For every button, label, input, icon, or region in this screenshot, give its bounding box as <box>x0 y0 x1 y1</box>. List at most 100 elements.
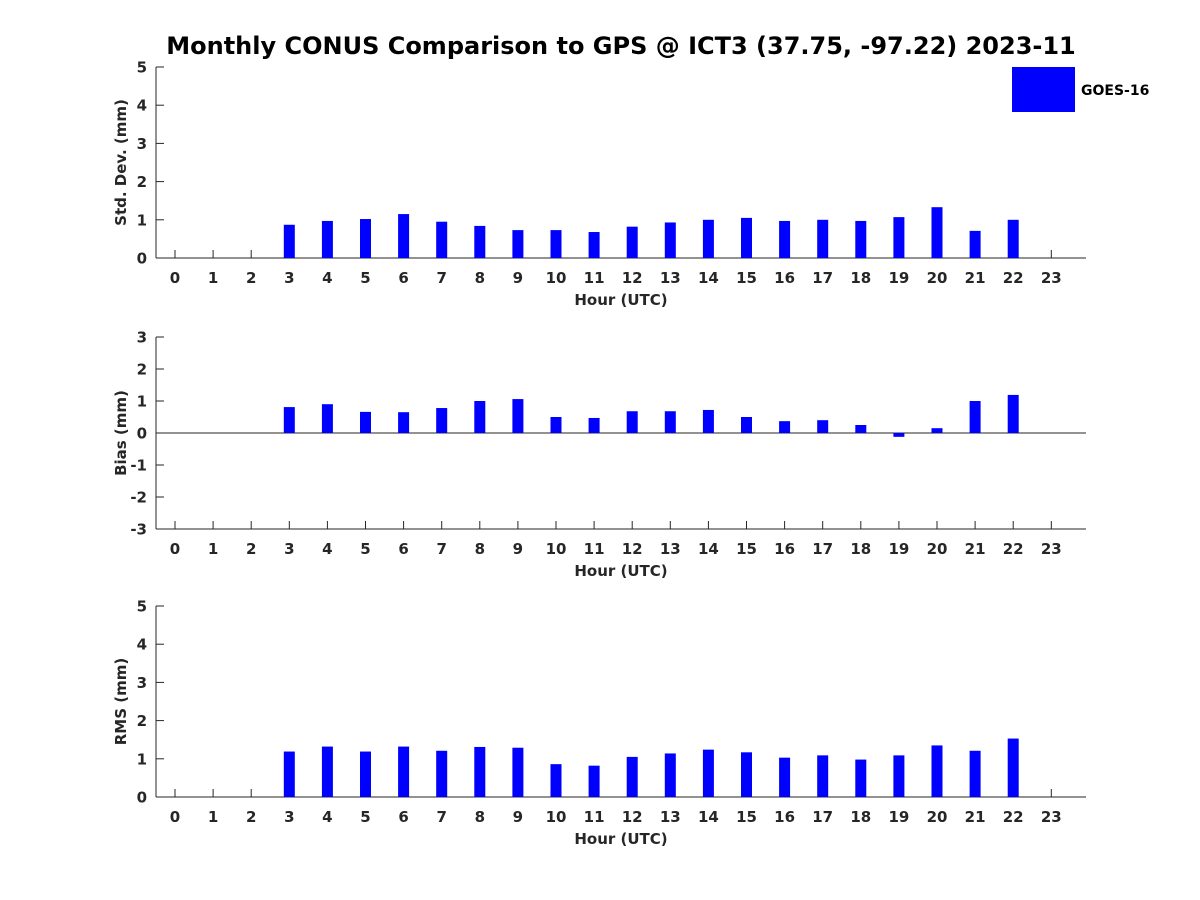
rms-bar-hour-20 <box>931 745 943 797</box>
bias-x-tick-label: 15 <box>736 540 757 558</box>
rms-x-tick-label: 0 <box>170 808 180 826</box>
bias-bar-hour-15 <box>741 417 752 433</box>
bias-x-tick-label: 0 <box>170 540 180 558</box>
rms-x-tick-label: 22 <box>1003 808 1024 826</box>
rms-y-axis-label: RMS (mm) <box>112 658 130 745</box>
std-dev-y-tick-label: 2 <box>137 173 147 191</box>
std-dev-x-tick-label: 1 <box>208 269 218 287</box>
rms-x-tick-label: 16 <box>774 808 795 826</box>
std-dev-bar-hour-10 <box>550 230 562 258</box>
bias-x-tick-label: 16 <box>774 540 795 558</box>
std-dev-x-tick-label: 12 <box>622 269 643 287</box>
std-dev-x-tick-label: 10 <box>546 269 567 287</box>
bias-y-tick-label: -1 <box>130 457 147 475</box>
std-dev-x-tick-label: 22 <box>1003 269 1024 287</box>
std-dev-x-tick-label: 18 <box>850 269 871 287</box>
rms-x-tick-label: 10 <box>546 808 567 826</box>
rms-y-tick-label: 2 <box>137 712 147 730</box>
bias-bar-hour-6 <box>398 412 410 433</box>
std-dev-x-tick-label: 8 <box>475 269 485 287</box>
rms-bar-hour-11 <box>588 765 600 797</box>
rms-x-tick-label: 21 <box>965 808 986 826</box>
rms-bar-hour-8 <box>474 746 486 797</box>
std-dev-x-tick-label: 5 <box>360 269 370 287</box>
bias-bar-hour-18 <box>855 425 867 433</box>
bias-x-tick-label: 17 <box>812 540 833 558</box>
rms-x-tick-label: 14 <box>698 808 719 826</box>
rms-y-tick-label: 0 <box>137 789 147 807</box>
rms-x-tick-label: 20 <box>927 808 948 826</box>
std-dev-x-tick-label: 16 <box>774 269 795 287</box>
bias-bar-hour-7 <box>436 408 448 433</box>
std-dev-x-tick-label: 11 <box>584 269 605 287</box>
rms-x-tick-label: 7 <box>436 808 446 826</box>
std-dev-x-tick-label: 6 <box>398 269 408 287</box>
std-dev-x-tick-label: 7 <box>436 269 446 287</box>
bias-x-tick-label: 21 <box>965 540 986 558</box>
legend-swatch-goes16 <box>1012 67 1075 112</box>
std-dev-y-tick-label: 0 <box>137 250 147 268</box>
rms-bar-hour-19 <box>893 755 905 797</box>
std-dev-bar-hour-11 <box>588 232 600 258</box>
std-dev-bar-hour-15 <box>741 217 752 258</box>
bias-bar-hour-8 <box>474 401 486 433</box>
rms-y-tick-label: 4 <box>137 636 147 654</box>
rms-bar-hour-15 <box>741 752 752 797</box>
std-dev-x-tick-label: 20 <box>927 269 948 287</box>
bias-x-tick-label: 20 <box>927 540 948 558</box>
std-dev-bar-hour-12 <box>626 226 638 258</box>
bias-bar-hour-4 <box>321 404 333 433</box>
bias-x-tick-label: 9 <box>513 540 523 558</box>
bias-bar-hour-22 <box>1007 394 1019 433</box>
legend-label: GOES-16 <box>1081 83 1149 99</box>
std-dev-x-tick-label: 21 <box>965 269 986 287</box>
bias-bar-hour-3 <box>283 407 295 433</box>
std-dev-bar-hour-13 <box>664 222 676 258</box>
bias-bar-hour-5 <box>360 411 371 433</box>
bias-x-tick-label: 4 <box>322 540 332 558</box>
rms-y-tick-label: 1 <box>137 750 147 768</box>
bias-bar-hour-9 <box>512 399 524 433</box>
rms-x-tick-label: 13 <box>660 808 681 826</box>
std-dev-x-tick-label: 17 <box>812 269 833 287</box>
std-dev-bar-hour-18 <box>855 220 867 258</box>
rms-bar-hour-14 <box>702 749 714 797</box>
bias-x-tick-label: 12 <box>622 540 643 558</box>
bias-bar-hour-19 <box>893 433 905 437</box>
std-dev-bar-hour-4 <box>321 220 333 258</box>
bias-x-axis-label: Hour (UTC) <box>574 562 667 580</box>
std-dev-bar-hour-14 <box>702 219 714 258</box>
bias-y-tick-label: -2 <box>130 489 147 507</box>
rms-bar-hour-16 <box>779 757 791 797</box>
std-dev-bar-hour-22 <box>1007 219 1019 258</box>
rms-x-tick-label: 3 <box>284 808 294 826</box>
rms-bar-hour-7 <box>436 750 448 797</box>
std-dev-y-axis-label: Std. Dev. (mm) <box>112 99 130 226</box>
rms-y-tick-label: 5 <box>137 598 147 616</box>
std-dev-x-tick-label: 19 <box>888 269 909 287</box>
rms-bar-hour-18 <box>855 759 867 797</box>
std-dev-bar-hour-5 <box>360 219 371 258</box>
rms-bar-hour-12 <box>626 756 638 797</box>
std-dev-x-axis-label: Hour (UTC) <box>574 291 667 309</box>
bias-x-tick-label: 1 <box>208 540 218 558</box>
rms-x-tick-label: 1 <box>208 808 218 826</box>
rms-x-tick-label: 15 <box>736 808 757 826</box>
bias-bar-hour-14 <box>702 409 714 433</box>
bias-y-tick-label: 1 <box>137 393 147 411</box>
std-dev-x-tick-label: 23 <box>1041 269 1062 287</box>
bias-x-tick-label: 3 <box>284 540 294 558</box>
rms-x-tick-label: 6 <box>398 808 408 826</box>
bias-y-tick-label: 0 <box>137 425 147 443</box>
std-dev-y-tick-label: 5 <box>137 59 147 77</box>
std-dev-y-tick-label: 1 <box>137 211 147 229</box>
std-dev-x-tick-label: 0 <box>170 269 180 287</box>
std-dev-bar-hour-16 <box>779 220 791 258</box>
rms-x-tick-label: 12 <box>622 808 643 826</box>
rms-x-tick-label: 8 <box>475 808 485 826</box>
std-dev-bar-hour-8 <box>474 225 486 258</box>
rms-bar-hour-5 <box>360 751 371 797</box>
rms-bar-hour-9 <box>512 747 524 797</box>
